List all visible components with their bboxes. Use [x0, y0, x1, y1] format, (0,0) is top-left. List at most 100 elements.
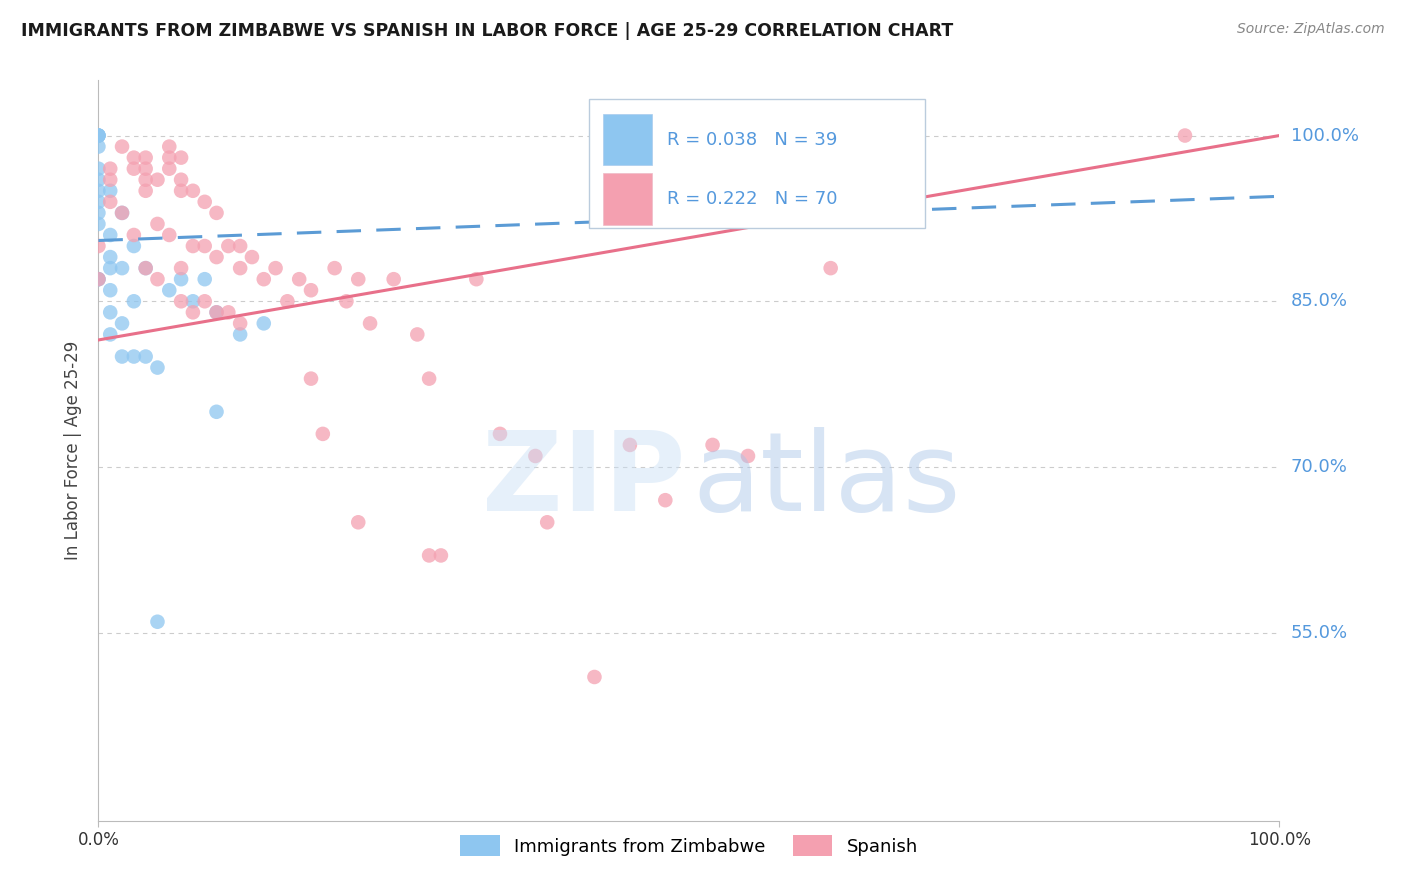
Point [157, 151, 180, 165]
Point [146, 217, 169, 231]
Text: ZIP: ZIP [482, 426, 685, 533]
Point [135, 350, 157, 364]
Point [98, 227, 121, 242]
Point [87, 161, 110, 176]
Point [111, 206, 134, 220]
Point [135, 261, 157, 276]
Point [194, 194, 217, 209]
Point [157, 139, 180, 153]
Point [418, 371, 440, 385]
Point [418, 549, 440, 563]
Y-axis label: In Labor Force | Age 25-29: In Labor Force | Age 25-29 [65, 341, 83, 560]
Text: 100.0%: 100.0% [1291, 127, 1358, 145]
Point [170, 272, 193, 286]
Point [146, 272, 169, 286]
FancyBboxPatch shape [603, 173, 652, 225]
Point [229, 261, 252, 276]
Point [820, 261, 842, 276]
Point [524, 449, 547, 463]
Point [170, 172, 193, 186]
Point [146, 360, 169, 375]
Point [87, 139, 110, 153]
Point [489, 426, 512, 441]
Point [170, 294, 193, 309]
Point [87, 128, 110, 143]
Point [122, 161, 145, 176]
Point [98, 305, 121, 319]
Point [264, 261, 287, 276]
Point [98, 261, 121, 276]
Point [382, 272, 405, 286]
Point [240, 250, 263, 264]
Point [111, 350, 134, 364]
Point [170, 184, 193, 198]
Point [157, 161, 180, 176]
Point [87, 272, 110, 286]
Point [312, 426, 335, 441]
Point [253, 272, 276, 286]
Point [87, 128, 110, 143]
Point [111, 139, 134, 153]
Point [98, 172, 121, 186]
Point [253, 317, 276, 331]
Point [194, 272, 217, 286]
Point [122, 294, 145, 309]
Point [583, 670, 606, 684]
Point [170, 261, 193, 276]
Point [276, 294, 298, 309]
Point [217, 239, 239, 253]
Point [122, 151, 145, 165]
Point [87, 194, 110, 209]
Point [157, 283, 180, 297]
Point [87, 128, 110, 143]
Point [347, 516, 370, 530]
Point [181, 305, 204, 319]
Text: atlas: atlas [693, 426, 960, 533]
FancyBboxPatch shape [603, 113, 652, 165]
Point [135, 184, 157, 198]
Point [111, 261, 134, 276]
Point [122, 227, 145, 242]
Point [98, 250, 121, 264]
Point [217, 305, 239, 319]
Point [98, 327, 121, 342]
Point [465, 272, 488, 286]
Point [135, 261, 157, 276]
Point [157, 227, 180, 242]
Point [323, 261, 346, 276]
Point [135, 161, 157, 176]
Point [299, 283, 322, 297]
Point [229, 317, 252, 331]
Point [702, 438, 724, 452]
Text: 85.0%: 85.0% [1291, 293, 1347, 310]
Point [98, 161, 121, 176]
Point [194, 294, 217, 309]
Text: R = 0.222   N = 70: R = 0.222 N = 70 [666, 190, 837, 208]
Legend: Immigrants from Zimbabwe, Spanish: Immigrants from Zimbabwe, Spanish [453, 828, 925, 863]
Point [299, 371, 322, 385]
Point [205, 206, 228, 220]
Point [205, 250, 228, 264]
Point [205, 405, 228, 419]
Point [654, 493, 676, 508]
Point [98, 194, 121, 209]
Point [406, 327, 429, 342]
Point [430, 549, 453, 563]
Point [229, 327, 252, 342]
Point [181, 239, 204, 253]
Point [135, 151, 157, 165]
Point [1174, 128, 1197, 143]
Point [181, 294, 204, 309]
Point [146, 615, 169, 629]
Text: R = 0.038   N = 39: R = 0.038 N = 39 [666, 130, 837, 148]
Point [98, 184, 121, 198]
Point [135, 172, 157, 186]
Point [122, 239, 145, 253]
Point [170, 151, 193, 165]
Point [335, 294, 357, 309]
Text: IMMIGRANTS FROM ZIMBABWE VS SPANISH IN LABOR FORCE | AGE 25-29 CORRELATION CHART: IMMIGRANTS FROM ZIMBABWE VS SPANISH IN L… [21, 22, 953, 40]
Point [87, 128, 110, 143]
Text: 55.0%: 55.0% [1291, 624, 1348, 641]
Point [194, 239, 217, 253]
Text: 70.0%: 70.0% [1291, 458, 1347, 476]
